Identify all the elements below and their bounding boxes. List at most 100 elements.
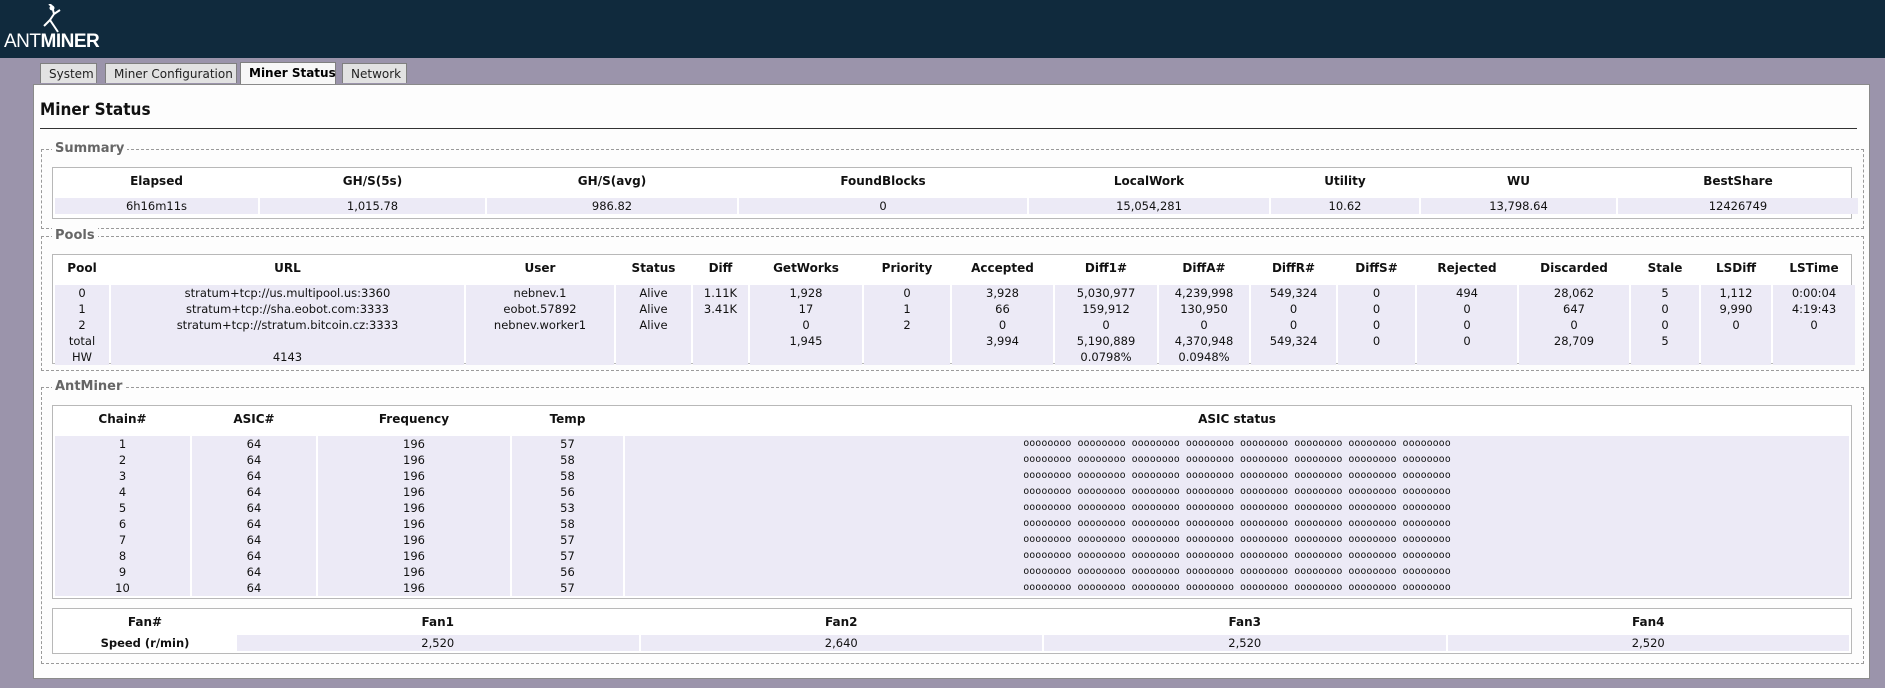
pools-header: Status <box>631 261 676 275</box>
tab-miner-status[interactable]: Miner Status <box>240 62 336 84</box>
chain-row: 9 64 196 56 oooooooo oooooooo oooooooo ooooo… <box>55 564 1849 580</box>
chain-cell: 64 <box>192 564 316 580</box>
pools-header: LSDiff <box>1715 261 1757 275</box>
pool-cell: Alive <box>616 285 691 301</box>
summary-value: 986.82 <box>487 198 737 214</box>
pool-cell: 5 <box>1631 333 1699 349</box>
pool-url-cell: 4143 <box>111 349 464 365</box>
fan-header: Fan3 <box>1228 615 1261 629</box>
pool-cell <box>693 333 748 349</box>
pool-cell: Alive <box>616 301 691 317</box>
chain-cell: 8 <box>55 548 190 564</box>
asic-status-cell: oooooooo oooooooo oooooooo oooooooo oooo… <box>625 564 1849 580</box>
pools-header: DiffR# <box>1271 261 1316 275</box>
chain-cell: 57 <box>512 548 623 564</box>
pools-legend: Pools <box>52 228 98 243</box>
pool-cell: 4,370,948 <box>1159 333 1249 349</box>
pool-cell: Alive <box>616 317 691 333</box>
pool-url-cell: stratum+tcp://us.multipool.us:3360 <box>111 285 464 301</box>
pool-cell: 3,994 <box>952 333 1053 349</box>
chain-cell: 58 <box>512 468 623 484</box>
pool-cell: 647 <box>1519 301 1629 317</box>
pool-cell <box>1773 333 1855 349</box>
pool-row: total 1,945 3,994 5,190,889 4,370,948 549,324… <box>55 333 1855 349</box>
pool-cell: 0 <box>1338 317 1415 333</box>
pools-header: Priority <box>881 261 933 275</box>
fan-header: Fan1 <box>421 615 454 629</box>
summary-header: Elapsed <box>130 174 183 188</box>
summary-header: WU <box>1507 174 1530 188</box>
chain-cell: 196 <box>318 516 510 532</box>
pool-cell: 4,239,998 <box>1159 285 1249 301</box>
chain-row: 2 64 196 58 oooooooo oooooooo oooooooo ooooo… <box>55 452 1849 468</box>
summary-value: 10.62 <box>1271 198 1419 214</box>
asic-status-cell: oooooooo oooooooo oooooooo oooooooo oooo… <box>625 580 1849 596</box>
pool-cell: 9,990 <box>1701 301 1771 317</box>
asic-status-cell: oooooooo oooooooo oooooooo oooooooo oooo… <box>625 532 1849 548</box>
chain-cell: 5 <box>55 500 190 516</box>
pool-cell: 17 <box>750 301 862 317</box>
chain-cell: 64 <box>192 484 316 500</box>
pool-cell: 2 <box>55 317 109 333</box>
summary-header: BestShare <box>1703 174 1773 188</box>
tab-miner-configuration[interactable]: Miner Configuration <box>105 63 237 83</box>
pool-url-cell: stratum+tcp://sha.eobot.com:3333 <box>111 301 464 317</box>
summary-header: Utility <box>1324 174 1366 188</box>
chain-cell: 4 <box>55 484 190 500</box>
pool-cell <box>864 333 950 349</box>
chain-cell: 196 <box>318 548 510 564</box>
pool-cell: 494 <box>1417 285 1517 301</box>
chain-row: 3 64 196 58 oooooooo oooooooo oooooooo ooooo… <box>55 468 1849 484</box>
pool-url-cell <box>111 333 464 349</box>
chain-header: ASIC status <box>1198 412 1276 426</box>
pool-cell: 0 <box>1701 317 1771 333</box>
pool-cell <box>693 349 748 365</box>
chains-table-box: Chain# ASIC# Frequency Temp ASIC status 1 64 1… <box>52 405 1852 599</box>
tab-network[interactable]: Network <box>342 63 407 83</box>
pool-row: 2 stratum+tcp://stratum.bitcoin.cz:3333 ne… <box>55 317 1855 333</box>
pool-cell: 0 <box>750 317 862 333</box>
summary-header: LocalWork <box>1113 174 1185 188</box>
chain-cell: 196 <box>318 484 510 500</box>
chain-cell: 64 <box>192 500 316 516</box>
fan-speed-label: Speed (r/min) <box>100 636 190 650</box>
tab-system[interactable]: System <box>40 63 97 83</box>
asic-status-cell: oooooooo oooooooo oooooooo oooooooo oooo… <box>625 548 1849 564</box>
pool-cell: 28,062 <box>1519 285 1629 301</box>
fan-speed-value: 2,520 <box>1447 635 1849 651</box>
summary-value: 6h16m11s <box>55 198 258 214</box>
pool-cell: 3,928 <box>952 285 1053 301</box>
chain-cell: 64 <box>192 532 316 548</box>
pool-row: 0 stratum+tcp://us.multipool.us:3360 nebne… <box>55 285 1855 301</box>
title-divider <box>40 128 1857 129</box>
summary-header: GH/S(5s) <box>342 174 403 188</box>
pool-cell: 0 <box>1338 285 1415 301</box>
pool-cell: 0 <box>864 285 950 301</box>
pool-cell: HW <box>55 349 109 365</box>
chain-cell: 64 <box>192 548 316 564</box>
summary-value: 1,015.78 <box>260 198 485 214</box>
chain-cell: 64 <box>192 468 316 484</box>
pool-cell <box>1773 349 1855 365</box>
pools-header: GetWorks <box>773 261 839 275</box>
chain-cell: 196 <box>318 580 510 596</box>
pool-row: 1 stratum+tcp://sha.eobot.com:3333 eobot.5… <box>55 301 1855 317</box>
summary-header: GH/S(avg) <box>577 174 647 188</box>
pool-cell <box>952 349 1053 365</box>
asic-status-cell: oooooooo oooooooo oooooooo oooooooo oooo… <box>625 516 1849 532</box>
chain-cell: 6 <box>55 516 190 532</box>
pool-cell: 1,928 <box>750 285 862 301</box>
pool-cell <box>750 349 862 365</box>
chain-cell: 64 <box>192 516 316 532</box>
chains-table: Chain# ASIC# Frequency Temp ASIC status 1 64 1… <box>53 406 1851 596</box>
antminer-logo: ANTMINER <box>4 4 104 52</box>
pool-cell: nebnev.1 <box>466 285 614 301</box>
chain-cell: 58 <box>512 516 623 532</box>
pool-row: HW 4143 0.0798% 0.0948% <box>55 349 1855 365</box>
chain-cell: 56 <box>512 564 623 580</box>
page-title: Miner Status <box>40 100 151 120</box>
chain-cell: 196 <box>318 436 510 452</box>
pool-cell: 1 <box>55 301 109 317</box>
ant-logo-icon <box>43 4 61 33</box>
chain-cell: 196 <box>318 532 510 548</box>
